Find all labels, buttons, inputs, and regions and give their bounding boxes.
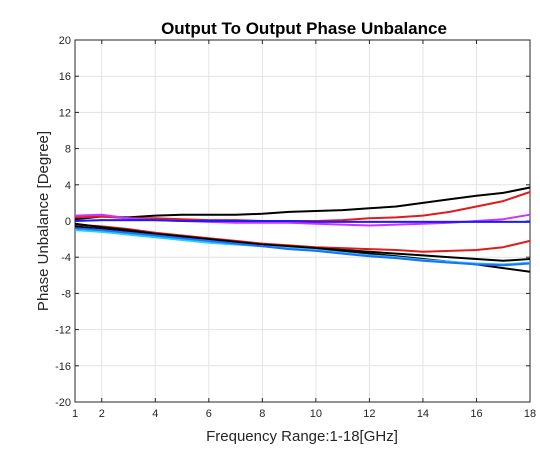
x-tick-label: 14: [417, 408, 429, 420]
y-tick-label: -16: [55, 361, 71, 373]
x-tick-label: 6: [206, 408, 212, 420]
x-tick-labels: 1 2 4 6 8 10 12 14 16 18: [72, 408, 536, 420]
series-line-9: [74, 227, 531, 267]
y-tick-label: 16: [59, 71, 71, 83]
y-tick-label: -12: [55, 325, 71, 337]
y-tick-label: 0: [65, 216, 71, 228]
y-tick-label: -8: [61, 288, 71, 300]
y-axis-label: Phase Unbalance [Degree]: [35, 131, 52, 311]
y-tick-label: -4: [61, 252, 71, 264]
y-tick-label: -20: [55, 397, 71, 409]
x-tick-label: 12: [363, 408, 375, 420]
x-tick-label: 10: [310, 408, 322, 420]
x-tick-label: 8: [259, 408, 265, 420]
chart-title: Output To Output Phase Unbalance: [161, 19, 447, 38]
x-tick-label: 2: [99, 408, 105, 420]
x-tick-label: 16: [470, 408, 482, 420]
data-series: [74, 186, 531, 273]
series-line-1: [74, 186, 531, 221]
tick-marks: [74, 39, 531, 403]
series-line-4: [74, 219, 530, 223]
y-tick-label: 4: [65, 180, 71, 192]
x-tick-label: 18: [524, 408, 536, 420]
y-tick-label: 12: [59, 107, 71, 119]
y-tick-label: 8: [65, 144, 71, 156]
x-tick-label: 4: [152, 408, 158, 420]
x-axis-label: Frequency Range:1-18[GHz]: [206, 428, 398, 445]
y-tick-labels: -20 -16 -12 -8 -4 0 4 8 12 16 20: [55, 35, 71, 409]
y-tick-label: 20: [59, 35, 71, 47]
x-tick-label: 1: [72, 408, 78, 420]
